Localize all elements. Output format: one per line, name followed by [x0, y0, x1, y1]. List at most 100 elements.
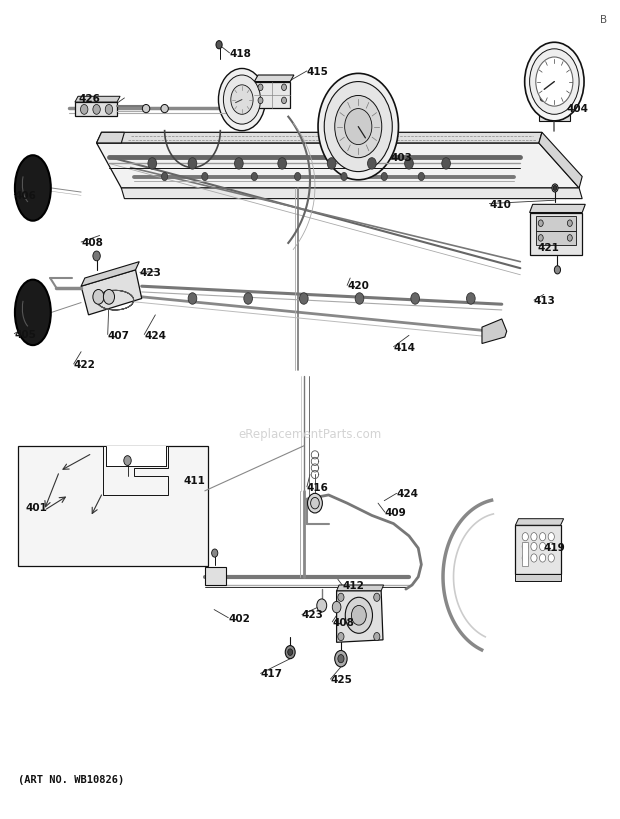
Circle shape [567, 235, 572, 242]
Polygon shape [337, 107, 381, 115]
Circle shape [539, 543, 546, 551]
Circle shape [318, 75, 399, 180]
Circle shape [93, 106, 100, 115]
Polygon shape [254, 76, 294, 83]
Circle shape [548, 554, 554, 563]
Text: 403: 403 [391, 152, 412, 163]
Circle shape [281, 98, 286, 105]
Polygon shape [529, 205, 585, 213]
Circle shape [202, 173, 208, 181]
Polygon shape [482, 319, 507, 344]
Circle shape [188, 293, 197, 305]
Circle shape [335, 97, 382, 159]
Circle shape [381, 173, 388, 181]
Text: 410: 410 [489, 199, 511, 210]
Circle shape [278, 159, 286, 170]
Text: 413: 413 [534, 296, 556, 305]
Circle shape [93, 290, 104, 305]
Circle shape [288, 649, 293, 655]
Text: B: B [600, 16, 607, 25]
Circle shape [327, 159, 336, 170]
Circle shape [294, 173, 301, 181]
Bar [522, 542, 528, 567]
Ellipse shape [15, 156, 51, 221]
Circle shape [148, 159, 157, 170]
Polygon shape [97, 144, 579, 188]
Circle shape [553, 186, 557, 191]
Polygon shape [97, 133, 542, 144]
Polygon shape [103, 446, 168, 495]
Polygon shape [106, 446, 167, 467]
Circle shape [531, 554, 537, 563]
Circle shape [188, 159, 197, 170]
Text: 409: 409 [385, 508, 407, 518]
Circle shape [251, 173, 257, 181]
Circle shape [540, 96, 545, 102]
Circle shape [335, 651, 347, 667]
Circle shape [466, 293, 475, 305]
Text: 404: 404 [567, 104, 589, 114]
Circle shape [548, 533, 554, 541]
Circle shape [405, 159, 414, 170]
Circle shape [525, 43, 584, 122]
Circle shape [411, 293, 420, 305]
Text: 422: 422 [74, 360, 95, 369]
Polygon shape [337, 591, 383, 643]
Circle shape [231, 86, 253, 115]
Circle shape [522, 554, 528, 563]
Circle shape [258, 85, 263, 92]
Text: 415: 415 [307, 67, 329, 77]
Circle shape [338, 633, 344, 641]
Circle shape [285, 646, 295, 658]
Circle shape [522, 533, 528, 541]
Text: 424: 424 [144, 330, 166, 340]
Text: 408: 408 [81, 238, 103, 247]
Text: 423: 423 [302, 609, 324, 620]
Polygon shape [81, 270, 142, 315]
Polygon shape [539, 114, 570, 122]
Circle shape [531, 533, 537, 541]
Text: (ART NO. WB10826): (ART NO. WB10826) [18, 774, 124, 784]
Text: 407: 407 [108, 330, 130, 340]
Text: 405: 405 [14, 329, 36, 339]
Circle shape [211, 550, 218, 558]
Circle shape [548, 543, 554, 551]
Text: 402: 402 [228, 613, 250, 623]
Circle shape [531, 543, 537, 551]
Polygon shape [515, 519, 564, 526]
Circle shape [538, 235, 543, 242]
Circle shape [368, 159, 376, 170]
Polygon shape [205, 568, 226, 586]
Circle shape [567, 220, 572, 227]
Text: 420: 420 [347, 281, 369, 291]
Circle shape [93, 251, 100, 261]
Polygon shape [529, 213, 582, 256]
Text: 406: 406 [14, 190, 36, 201]
Polygon shape [228, 87, 255, 92]
Text: 418: 418 [229, 49, 252, 59]
Circle shape [223, 76, 260, 125]
Ellipse shape [161, 106, 169, 114]
Circle shape [341, 173, 347, 181]
Circle shape [345, 598, 373, 634]
Circle shape [539, 554, 546, 563]
Circle shape [338, 594, 344, 602]
Circle shape [308, 494, 322, 514]
Circle shape [258, 98, 263, 105]
Text: eReplacementParts.com: eReplacementParts.com [238, 428, 382, 441]
Circle shape [218, 70, 265, 132]
Text: 421: 421 [537, 242, 559, 252]
Circle shape [529, 50, 579, 115]
Polygon shape [515, 526, 560, 575]
Bar [536, 216, 576, 231]
Polygon shape [97, 133, 125, 144]
Text: 419: 419 [543, 542, 565, 552]
Circle shape [324, 83, 392, 172]
Circle shape [162, 173, 168, 181]
Text: 417: 417 [260, 668, 283, 679]
Circle shape [317, 600, 327, 613]
Circle shape [374, 633, 380, 641]
Text: 401: 401 [25, 503, 47, 513]
Circle shape [522, 543, 528, 551]
Circle shape [552, 184, 558, 192]
